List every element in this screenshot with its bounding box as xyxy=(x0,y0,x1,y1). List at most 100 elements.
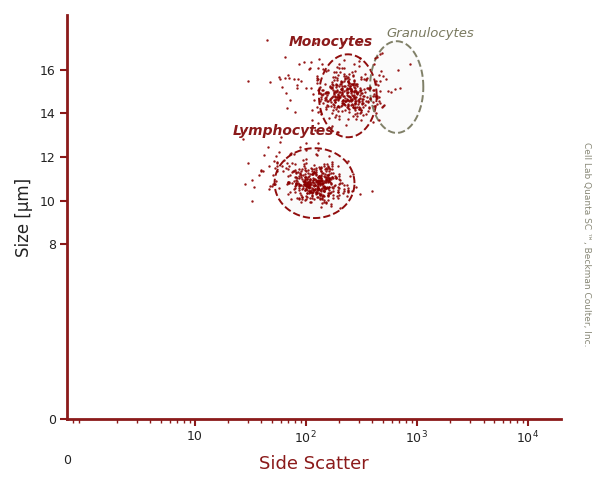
Point xyxy=(344,81,353,89)
Point xyxy=(317,181,327,188)
Point xyxy=(321,175,331,183)
Point xyxy=(355,87,365,95)
Point xyxy=(291,182,301,189)
Point xyxy=(322,176,331,184)
Point xyxy=(328,100,338,108)
Point xyxy=(345,84,355,92)
Point xyxy=(358,92,368,100)
Point xyxy=(302,179,311,186)
Point xyxy=(333,95,343,102)
Point xyxy=(321,88,331,96)
Point xyxy=(406,60,415,68)
Point xyxy=(347,92,356,100)
Point xyxy=(305,64,315,72)
Point xyxy=(299,184,308,192)
Point xyxy=(286,96,295,104)
Point xyxy=(284,163,294,170)
Point xyxy=(315,195,325,203)
Point xyxy=(313,176,323,183)
Point xyxy=(272,167,281,175)
Point xyxy=(354,103,364,111)
Point xyxy=(365,104,374,112)
Point xyxy=(316,93,325,101)
Point xyxy=(295,143,304,151)
Point xyxy=(339,100,349,108)
Point xyxy=(314,174,324,182)
Point xyxy=(356,76,366,83)
Point xyxy=(320,179,330,186)
Point xyxy=(292,174,301,182)
Point xyxy=(339,39,349,46)
Point xyxy=(309,168,319,176)
Point xyxy=(311,176,320,183)
Point xyxy=(298,175,307,183)
Point xyxy=(304,182,313,189)
Point xyxy=(329,96,339,104)
Point xyxy=(285,188,295,196)
Point xyxy=(322,184,331,192)
Point xyxy=(333,107,343,115)
Point xyxy=(364,85,373,93)
Point xyxy=(313,178,323,185)
Point xyxy=(308,182,318,189)
Point xyxy=(321,67,331,75)
Point xyxy=(312,183,322,191)
Point xyxy=(304,65,313,73)
Point xyxy=(334,180,344,187)
Point xyxy=(334,82,344,90)
Point xyxy=(315,106,325,114)
Point xyxy=(310,175,320,183)
Point xyxy=(317,86,327,94)
Point xyxy=(311,190,321,198)
Point xyxy=(308,185,318,193)
Point xyxy=(328,84,337,92)
Point xyxy=(337,97,347,104)
Point xyxy=(314,172,324,180)
Point xyxy=(324,186,334,194)
Point xyxy=(319,177,329,184)
Point xyxy=(371,77,380,84)
Point xyxy=(342,74,352,82)
Point xyxy=(299,180,308,188)
Point xyxy=(308,188,318,196)
Point xyxy=(293,168,302,176)
Point xyxy=(277,82,286,90)
Point xyxy=(338,92,347,100)
Point xyxy=(326,84,336,92)
Point xyxy=(303,180,313,187)
Point xyxy=(323,101,332,108)
Point xyxy=(303,166,313,174)
Point xyxy=(355,95,365,102)
Point xyxy=(373,92,382,100)
Point xyxy=(331,88,341,96)
Point xyxy=(299,162,308,169)
Point xyxy=(314,85,324,93)
Point xyxy=(277,162,287,170)
Point xyxy=(315,181,325,189)
Point xyxy=(313,79,322,87)
Point xyxy=(319,191,328,199)
Point xyxy=(294,195,304,203)
Point xyxy=(301,84,311,92)
Point xyxy=(346,85,356,93)
Point xyxy=(346,81,355,89)
Point xyxy=(370,92,380,100)
Point xyxy=(341,98,350,105)
Point xyxy=(265,78,275,86)
Point xyxy=(320,184,329,192)
Point xyxy=(323,184,332,192)
Point xyxy=(314,174,323,182)
Point xyxy=(378,102,388,110)
Point xyxy=(322,93,331,101)
Point xyxy=(295,189,305,197)
Point xyxy=(305,188,314,196)
Point xyxy=(340,75,349,83)
Point xyxy=(322,97,332,105)
Point xyxy=(329,182,338,189)
Point xyxy=(310,39,320,47)
Point xyxy=(348,103,358,111)
Point xyxy=(357,99,367,107)
Point xyxy=(335,88,344,96)
Point xyxy=(335,68,345,76)
Point xyxy=(294,172,304,180)
